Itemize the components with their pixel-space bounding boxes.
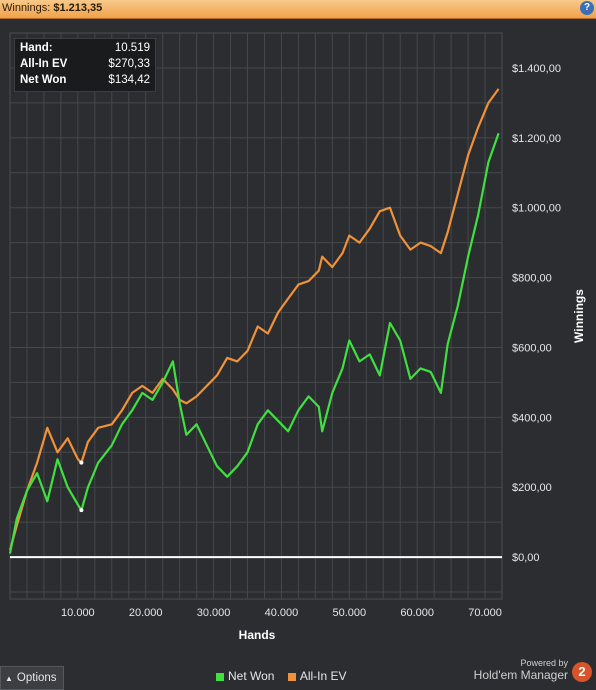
powered-by-label: Powered by: [520, 658, 568, 668]
tooltip-key: Hand:: [20, 42, 53, 54]
tooltip-row-hand: Hand: 10.519: [20, 42, 150, 58]
tooltip-key: All-In EV: [20, 58, 68, 70]
tooltip-value: 10.519: [114, 42, 150, 54]
winnings-chart: $0,00 $200,00 $400,00 $600,00 $800,00 $1.000,…: [8, 32, 586, 642]
y-tick-label: $1.200,00: [512, 133, 561, 145]
legend-item-all-in-ev[interactable]: All-In EV: [287, 669, 347, 683]
y-tick-label: $400,00: [512, 412, 552, 424]
winnings-title: Winnings: $1.213,35: [2, 2, 102, 14]
hover-marker-net-won: [79, 508, 84, 513]
options-button[interactable]: ▲ Options: [0, 666, 64, 690]
x-tick-label: 10.000: [61, 607, 95, 619]
y-tick-label: $200,00: [512, 482, 552, 494]
y-tick-label: $1.000,00: [512, 203, 561, 215]
tooltip-key: Net Won: [20, 74, 67, 86]
hem2-logo-icon: 2: [572, 662, 592, 682]
series-line-all-in-ev: [8, 88, 500, 551]
plot-area: [9, 32, 503, 600]
y-tick-label: $800,00: [512, 273, 552, 285]
hover-tooltip: Hand: 10.519 All-In EV $270,33 Net Won $…: [14, 38, 156, 92]
y-tick-label: $0,00: [512, 552, 540, 564]
tooltip-value: $134,42: [108, 74, 150, 86]
chart-legend: Net Won All-In EV: [216, 669, 357, 683]
x-tick-label: 60.000: [400, 607, 434, 619]
hover-marker-all-in-ev: [79, 460, 84, 465]
triangle-up-icon: ▲: [5, 674, 13, 683]
options-label: Options: [16, 672, 57, 684]
x-tick-label: 50.000: [332, 607, 366, 619]
legend-label-net-won: Net Won: [228, 669, 275, 683]
series-line-net-won: [8, 132, 500, 554]
winnings-title-label: Winnings:: [2, 2, 51, 14]
tooltip-value: $270,33: [108, 58, 150, 70]
x-tick-label: 30.000: [197, 607, 231, 619]
brand-text: Powered by Hold'em Manager: [474, 658, 568, 682]
tooltip-row-allin-ev: All-In EV $270,33: [20, 58, 150, 74]
legend-swatch-all-in-ev: [287, 672, 296, 681]
brand-name: Hold'em Manager: [473, 668, 568, 682]
tooltip-row-net-won: Net Won $134,42: [20, 74, 150, 90]
y-tick-label: $600,00: [512, 342, 552, 354]
legend-item-net-won[interactable]: Net Won: [216, 669, 278, 683]
winnings-total-value: $1.213,35: [53, 2, 103, 14]
x-tick-label: 40.000: [265, 607, 299, 619]
title-bar: Winnings: $1.213,35 ?: [0, 0, 596, 19]
bottom-bar: ▲ Options Net Won All-In EV Powered by Ho…: [0, 658, 596, 690]
y-tick-label: $1.400,00: [512, 63, 561, 75]
legend-label-all-in-ev: All-In EV: [299, 669, 347, 683]
x-tick-label: 20.000: [129, 607, 163, 619]
x-axis-title: Hands: [239, 628, 276, 642]
legend-swatch-net-won: [216, 672, 224, 681]
help-icon[interactable]: ?: [580, 1, 594, 15]
y-axis-title: Winnings: [572, 289, 586, 343]
x-tick-label: 70.000: [468, 607, 502, 619]
